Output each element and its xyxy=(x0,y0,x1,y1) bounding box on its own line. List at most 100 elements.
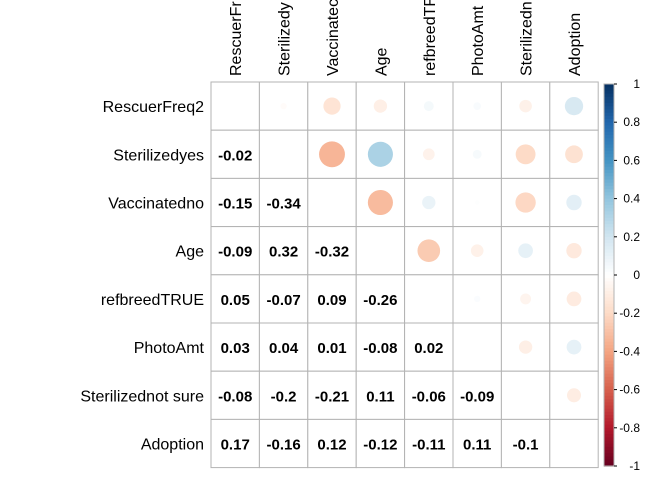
matrix-cell xyxy=(258,418,309,469)
legend-gradient-step xyxy=(604,93,614,98)
correlation-circle xyxy=(566,339,582,355)
legend-gradient-step xyxy=(604,325,614,330)
coefficient-label: 0.02 xyxy=(414,340,443,357)
legend-gradient-step xyxy=(604,338,614,343)
legend-gradient-step xyxy=(604,217,614,222)
color-legend: 1 0.8 0.6 0.4 0.2 0 -0.2 -0.4 -0.6 -0.8 -1 xyxy=(603,77,640,473)
legend-gradient-step xyxy=(604,233,614,238)
matrix-cell xyxy=(404,418,454,469)
legend-gradient-step xyxy=(604,450,614,454)
legend-tick-label: -1 xyxy=(629,459,640,473)
legend-gradient-step xyxy=(604,386,614,391)
legend-tick-label: -0.4 xyxy=(619,344,640,358)
coefficient-label: -0.06 xyxy=(412,388,446,405)
legend-gradient-step xyxy=(604,430,614,435)
legend-gradient-step xyxy=(604,115,614,120)
legend-gradient-step xyxy=(604,125,614,130)
legend-gradient-step xyxy=(604,246,614,251)
coefficient-label: -0.09 xyxy=(460,388,494,405)
legend-gradient-step xyxy=(604,265,614,270)
legend-gradient-step xyxy=(604,316,614,321)
correlation-circle xyxy=(319,141,345,168)
legend-gradient-step xyxy=(604,402,614,407)
matrix-cell xyxy=(500,370,551,420)
legend-gradient-step xyxy=(604,383,614,388)
legend-gradient-step xyxy=(604,354,614,359)
matrix-cell xyxy=(210,322,260,372)
legend-tick-label: -0.6 xyxy=(619,383,640,397)
coefficient-label: -0.11 xyxy=(412,437,445,454)
legend-gradient-step xyxy=(604,112,614,117)
matrix-cell xyxy=(258,129,309,179)
coefficient-label: 0.05 xyxy=(221,292,250,309)
row-label: Adoption xyxy=(141,437,204,454)
legend-gradient-step xyxy=(604,227,614,232)
matrix-cell xyxy=(307,370,357,420)
legend-gradient-step xyxy=(604,239,614,244)
legend-gradient-step xyxy=(604,169,614,174)
coefficient-label: -0.08 xyxy=(218,388,252,405)
legend-gradient-step xyxy=(604,103,614,107)
legend-gradient-step xyxy=(604,306,614,311)
legend-gradient-step xyxy=(604,236,614,241)
row-label: RescuerFreq2 xyxy=(103,99,204,116)
correlation-circle xyxy=(474,200,480,205)
legend-gradient-step xyxy=(604,440,614,445)
column-label: PhotoAmt xyxy=(470,5,487,76)
legend-gradient-step xyxy=(604,252,614,257)
matrix-cell xyxy=(549,418,599,469)
legend-gradient-step xyxy=(604,176,614,181)
legend-gradient-step xyxy=(604,345,614,349)
legend-tick-label: -0.8 xyxy=(619,421,640,435)
legend-gradient-step xyxy=(604,262,614,267)
matrix-cell xyxy=(307,177,357,228)
legend-gradient-step xyxy=(604,224,614,228)
legend-gradient-step xyxy=(604,357,614,362)
legend-gradient-step xyxy=(604,376,614,381)
coefficient-label: 0.17 xyxy=(221,437,250,454)
legend-gradient-step xyxy=(604,335,614,340)
matrix-cell xyxy=(210,370,260,420)
legend-gradient-step xyxy=(604,392,614,397)
legend-gradient-step xyxy=(604,341,614,346)
legend-gradient-step xyxy=(604,300,614,305)
correlation-circle xyxy=(565,145,583,164)
legend-gradient-step xyxy=(604,443,614,448)
legend-gradient-step xyxy=(604,259,614,263)
correlation-circle xyxy=(473,102,482,110)
legend-gradient-step xyxy=(604,287,614,292)
legend-gradient-step xyxy=(604,220,614,225)
matrix-cell xyxy=(452,418,502,469)
legend-gradient-step xyxy=(604,446,614,451)
column-label: Adoption xyxy=(567,13,584,76)
legend-tick-label: 0 xyxy=(633,268,640,282)
legend-gradient-step xyxy=(604,271,614,276)
correlation-circle xyxy=(566,194,582,211)
legend-gradient-step xyxy=(604,198,614,203)
correlation-circle xyxy=(367,189,393,216)
correlation-circle xyxy=(280,102,287,110)
correlation-circle xyxy=(519,99,532,113)
coefficient-label: -0.09 xyxy=(218,244,252,261)
correlation-circle xyxy=(373,99,388,113)
legend-gradient-step xyxy=(604,179,614,184)
matrix-cell xyxy=(355,322,406,372)
coefficient-label: 0.04 xyxy=(269,340,299,357)
legend-gradient-step xyxy=(604,150,614,155)
legend-gradient-step xyxy=(604,157,614,161)
legend-gradient-step xyxy=(604,275,614,279)
legend-gradient-step xyxy=(604,456,614,461)
column-label: Vaccinatec xyxy=(325,0,342,76)
correlation-circle xyxy=(474,295,481,303)
coefficient-label: 0.03 xyxy=(221,340,250,357)
coefficient-label: 0.11 xyxy=(463,437,491,454)
legend-gradient-step xyxy=(604,351,614,356)
legend-gradient-step xyxy=(604,427,614,432)
legend-gradient-step xyxy=(604,144,614,149)
legend-gradient-step xyxy=(604,434,614,438)
correlation-circle xyxy=(422,148,435,161)
correlation-circle xyxy=(566,388,582,403)
matrix-cell xyxy=(404,370,454,420)
column-label: Sterilizedy xyxy=(277,2,294,76)
